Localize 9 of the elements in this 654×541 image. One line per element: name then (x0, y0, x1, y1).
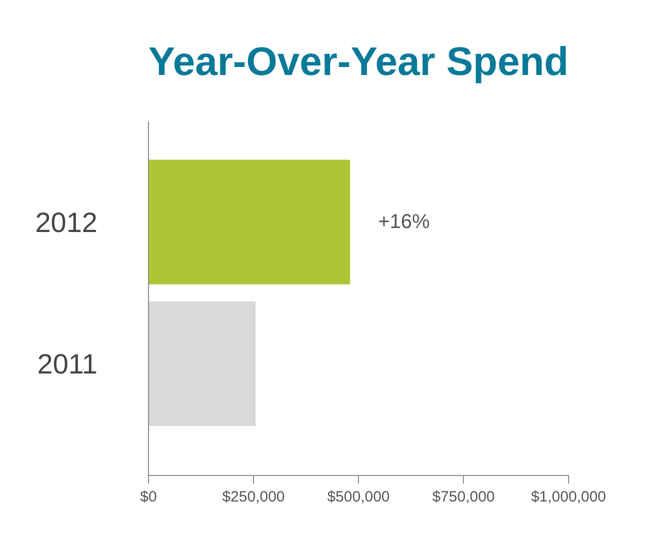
x-tick-label: $500,000 (327, 488, 390, 506)
y-tick-label: 2012 (35, 207, 98, 238)
x-tick-label: $750,000 (432, 488, 495, 506)
x-tick-label: $1,000,000 (530, 488, 606, 506)
chart-title: Year-Over-Year Spend (148, 40, 569, 84)
x-tick-label: $250,000 (222, 488, 285, 506)
x-tick-label: $0 (140, 488, 157, 506)
annotation: +16% (378, 211, 430, 234)
y-tick-label: 2011 (37, 348, 98, 380)
